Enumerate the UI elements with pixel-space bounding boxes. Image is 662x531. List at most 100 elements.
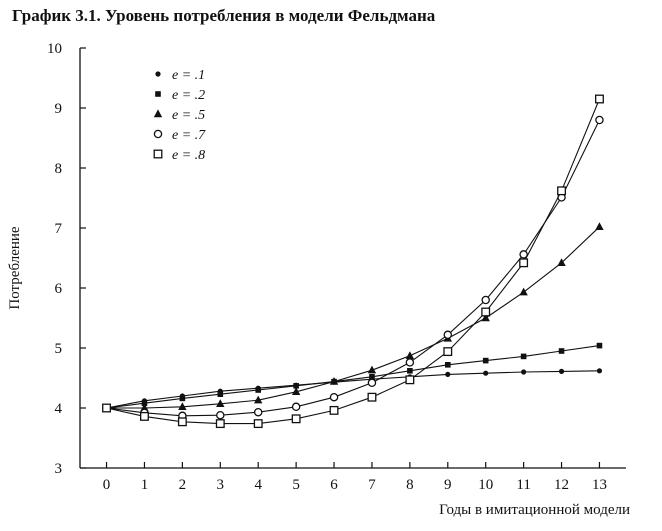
data-point (483, 370, 489, 376)
y-tick-label: 6 (55, 281, 63, 297)
legend-label: e = .7 (172, 128, 206, 143)
series-line (106, 345, 600, 409)
x-tick-label: 4 (254, 477, 262, 493)
x-axis-label: Годы в имитационной модели (439, 502, 630, 518)
data-point (367, 365, 377, 374)
data-point (596, 342, 603, 349)
data-point (558, 348, 565, 354)
y-ticks: 3 4 5 6 7 8 9 10 (47, 41, 86, 477)
series-line (106, 370, 600, 409)
data-point (367, 392, 377, 402)
data-point (595, 94, 604, 104)
legend-item: e = .8 (153, 148, 205, 163)
series-layer (102, 94, 604, 429)
x-tick-label: 13 (592, 477, 607, 493)
legend-marker (153, 129, 163, 139)
data-point (558, 368, 565, 374)
x-tick-label: 5 (292, 477, 300, 493)
y-axis-label: Потребление (7, 226, 23, 309)
legend-item: e = .1 (155, 68, 205, 83)
series-line (106, 226, 600, 409)
data-point (329, 405, 339, 415)
data-point (481, 313, 490, 322)
x-tick-label: 9 (444, 477, 452, 493)
data-point (293, 383, 299, 389)
data-point (521, 369, 527, 375)
data-point (407, 368, 413, 374)
legend-item: e = .7 (153, 128, 206, 143)
data-point (102, 403, 111, 413)
legend-marker (155, 91, 161, 97)
series-line (106, 119, 600, 417)
y-tick-label: 9 (55, 101, 63, 117)
data-point (482, 357, 489, 364)
chart-title: График 3.1. Уровень потребления в модели… (12, 6, 436, 25)
x-tick-label: 12 (554, 477, 569, 493)
data-point (595, 115, 604, 125)
data-point (595, 222, 604, 230)
legend-label: e = .5 (172, 108, 205, 123)
x-tick-label: 11 (516, 477, 530, 493)
legend-label: e = .8 (172, 148, 205, 163)
data-point (444, 362, 451, 368)
y-tick-label: 7 (55, 221, 63, 237)
legend-item: e = .2 (155, 88, 205, 103)
series-line (106, 98, 600, 425)
x-tick-label: 1 (141, 477, 149, 493)
data-point (329, 392, 339, 402)
x-tick-label: 10 (478, 477, 493, 493)
data-point (405, 351, 415, 359)
data-point (519, 250, 528, 259)
data-point (254, 395, 263, 404)
legend-label: e = .2 (172, 88, 205, 103)
x-tick-label: 8 (406, 477, 414, 493)
data-point (140, 411, 149, 421)
data-point (179, 395, 186, 402)
x-tick-label: 3 (217, 477, 225, 493)
x-ticks: 0 1 2 3 4 5 6 7 8 9 10 11 12 13 (103, 462, 607, 493)
data-point (217, 391, 224, 397)
data-point (177, 417, 187, 427)
data-point (481, 307, 491, 317)
data-point (253, 419, 263, 429)
data-point (216, 410, 225, 420)
legend-item: e = .5 (153, 108, 205, 123)
data-point (367, 378, 377, 388)
series-5 (102, 94, 604, 429)
y-tick-label: 3 (55, 461, 63, 477)
data-point (481, 295, 490, 305)
x-tick-label: 0 (103, 477, 111, 493)
data-point (141, 400, 148, 406)
series-3 (102, 222, 604, 412)
data-point (443, 330, 453, 340)
x-tick-label: 2 (179, 477, 187, 493)
data-point (216, 399, 225, 407)
data-point (253, 407, 263, 417)
data-point (596, 368, 603, 374)
data-point (329, 377, 339, 385)
data-point (520, 353, 527, 360)
data-point (445, 371, 451, 377)
legend-marker (153, 109, 163, 118)
data-point (178, 402, 187, 410)
data-point (405, 375, 415, 385)
data-point (369, 374, 375, 380)
x-tick-label: 6 (330, 477, 338, 493)
y-tick-label: 8 (55, 161, 63, 177)
legend-marker (155, 71, 161, 77)
data-point (291, 387, 301, 395)
data-point (557, 186, 566, 196)
data-point (519, 287, 528, 296)
data-point (405, 358, 415, 367)
data-point (215, 419, 225, 429)
legend-marker (153, 149, 163, 159)
data-point (291, 402, 301, 412)
data-point (443, 347, 453, 357)
data-point (255, 387, 262, 393)
data-point (291, 414, 301, 424)
data-point (557, 258, 566, 266)
legend-label: e = .1 (172, 68, 205, 83)
series-2 (103, 342, 603, 411)
y-tick-label: 4 (55, 401, 63, 417)
